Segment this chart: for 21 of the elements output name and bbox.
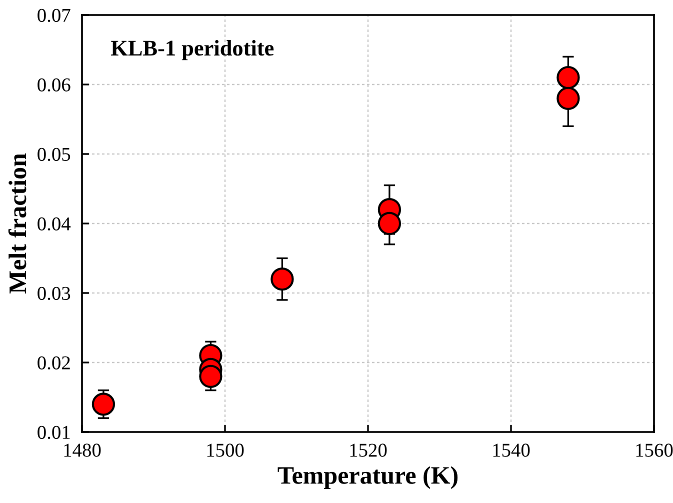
- x-tick-label: 1500: [207, 444, 244, 457]
- x-axis-title: Temperature (K): [278, 466, 458, 489]
- y-tick-label: 0.02: [38, 356, 70, 370]
- point: [556, 66, 580, 90]
- annotation: KLB-1 peridotite: [110, 40, 274, 60]
- y-axis-title: Melt fraction: [8, 153, 26, 294]
- y-tick-label: 0.05: [38, 148, 70, 162]
- point: [199, 364, 222, 388]
- x-tick-label: 1540: [493, 444, 530, 457]
- y-tick-label: 0.01: [38, 426, 70, 440]
- point: [92, 392, 116, 416]
- y-tick-label: 0.03: [38, 286, 70, 300]
- x-tick-label: 1520: [350, 444, 387, 457]
- point: [556, 86, 580, 110]
- y-tick-label: 0.07: [38, 8, 70, 22]
- point: [270, 268, 294, 291]
- y-tick-label: 0.06: [38, 78, 70, 92]
- y-tick-label: 0.04: [38, 217, 71, 231]
- x-tick-label: 1480: [64, 444, 101, 457]
- x-tick-label: 1560: [636, 444, 673, 457]
- point: [378, 212, 402, 236]
